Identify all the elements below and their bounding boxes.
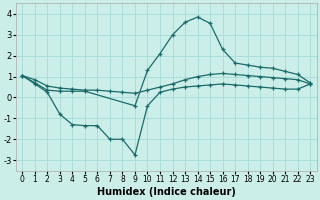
X-axis label: Humidex (Indice chaleur): Humidex (Indice chaleur) (97, 187, 236, 197)
